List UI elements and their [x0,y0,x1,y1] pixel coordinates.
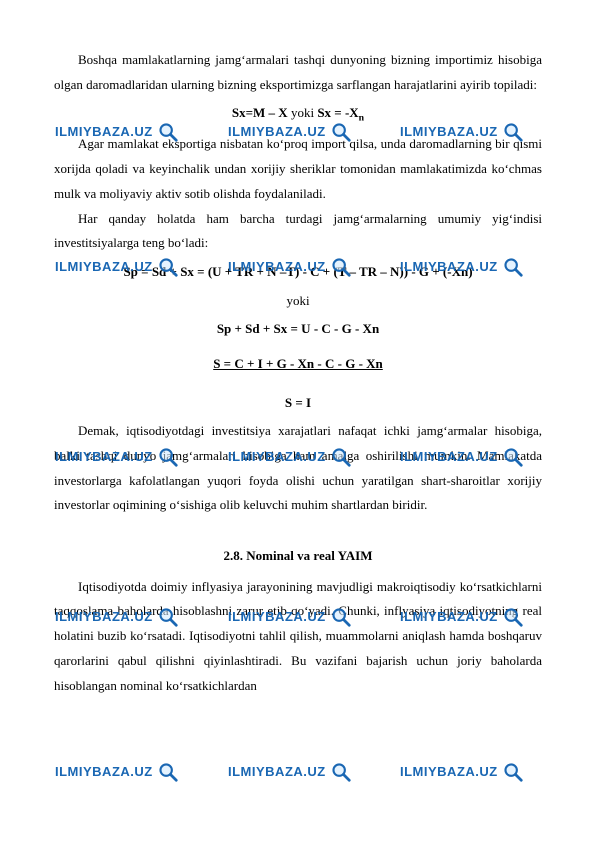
magnifier-icon [157,761,179,783]
paragraph: Iqtisodiyotda doimiy inflyasiya jarayoni… [54,575,542,698]
formula-part: Sx=M – X [232,105,288,120]
formula: S = I [54,391,542,416]
formula: S = C + I + G - Xn - C - G - Xn [54,352,542,377]
paragraph: Boshqa mamlakatlarning jamg‘armalari tas… [54,48,542,97]
formula-subscript: n [359,113,364,124]
watermark: ILMIYBAZA.UZ [228,760,352,785]
watermark-label: ILMIYBAZA.UZ [55,760,153,785]
formula: Sx=M – X yoki Sx = -Xn [54,101,542,128]
watermark: ILMIYBAZA.UZ [55,760,179,785]
formula-connector: yoki [54,289,542,314]
formula: Sp + Sd + Sx = U - C - G - Xn [54,317,542,342]
formula-part: Sx = -X [317,105,358,120]
paragraph: Agar mamlakat eksportiga nisbatan ko‘pro… [54,132,542,206]
formula-underline: S = C + I + G - Xn - C - G - Xn [213,356,383,371]
magnifier-icon [330,761,352,783]
formula-connector: yoki [288,105,318,120]
watermark-label: ILMIYBAZA.UZ [400,760,498,785]
formula: Sp = Sd + Sx = (U + TR + N –T) - C + (T … [54,260,542,285]
paragraph: Har qanday holatda ham barcha turdagi ja… [54,207,542,256]
paragraph: Demak, iqtisodiyotdagi investitsiya xara… [54,419,542,518]
magnifier-icon [502,761,524,783]
watermark-label: ILMIYBAZA.UZ [228,760,326,785]
section-heading: 2.8. Nominal va real YAIM [54,544,542,569]
watermark: ILMIYBAZA.UZ [400,760,524,785]
